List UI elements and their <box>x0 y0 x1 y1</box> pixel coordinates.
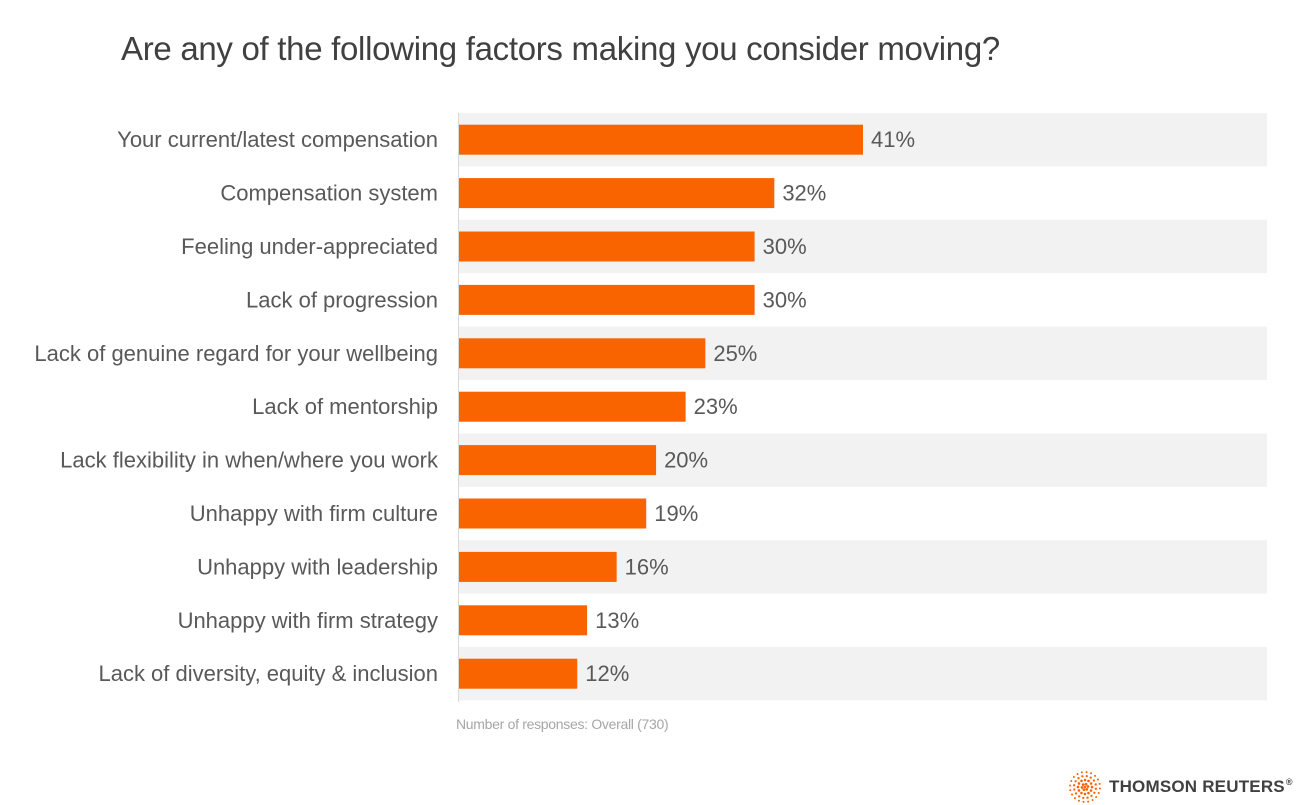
category-label: Lack of progression <box>246 287 438 312</box>
category-label: Lack of mentorship <box>252 394 438 419</box>
logo-dot <box>1078 795 1081 798</box>
logo-dot <box>1087 791 1090 795</box>
category-label: Feeling under-appreciated <box>181 234 438 259</box>
logo-dot <box>1077 799 1080 802</box>
logo-dot <box>1072 775 1075 778</box>
logo-dot <box>1084 782 1088 786</box>
category-label: Lack of genuine regard for your wellbein… <box>34 341 438 366</box>
logo-dot <box>1094 787 1098 790</box>
value-label: 32% <box>782 181 826 206</box>
logo-dot <box>1090 794 1093 798</box>
value-label: 16% <box>625 554 669 579</box>
logo-dot <box>1093 791 1096 794</box>
logo-dot <box>1072 784 1076 787</box>
logo-dot <box>1077 789 1081 792</box>
bar-2 <box>459 178 775 209</box>
logo-dot <box>1082 788 1086 792</box>
logo-dot <box>1085 774 1088 778</box>
logo-dot <box>1089 776 1092 779</box>
logo-dot <box>1083 785 1087 789</box>
logo-dot <box>1074 780 1077 783</box>
logo-dot <box>1070 779 1073 782</box>
logo-dot <box>1071 793 1074 796</box>
logo-dot <box>1077 776 1080 780</box>
value-label: 13% <box>595 608 639 633</box>
logo-dot <box>1085 787 1089 791</box>
bars <box>459 124 863 689</box>
category-label: Your current/latest compensation <box>117 127 438 152</box>
logo-dot <box>1080 771 1083 774</box>
value-label: 20% <box>664 448 708 473</box>
value-labels: 41% 32% 30% 30% 25% 23% 20% 19% 16% 13% 12% <box>585 127 915 686</box>
value-label: 23% <box>694 394 738 419</box>
logo-dot <box>1076 773 1079 776</box>
category-labels: Your current/latest compensation Compensa… <box>34 127 439 686</box>
logo-dot <box>1089 789 1093 792</box>
logo-dot <box>1086 796 1089 799</box>
category-label: Lack flexibility in when/where you work <box>60 448 439 473</box>
logo-dot <box>1098 782 1101 785</box>
value-label: 19% <box>654 501 698 526</box>
value-label: 12% <box>585 661 629 686</box>
bar-11 <box>459 658 578 689</box>
category-label: Compensation system <box>220 181 438 206</box>
bar-5 <box>459 338 706 369</box>
bar-6 <box>459 391 686 422</box>
logo-dot <box>1082 796 1085 800</box>
value-label: 41% <box>871 127 915 152</box>
chart-title: Are any of the following factors making … <box>121 30 1000 67</box>
logo-dot <box>1081 775 1084 778</box>
logo-dot <box>1083 778 1087 782</box>
bar-1 <box>459 124 863 155</box>
logo-dot <box>1098 787 1101 790</box>
category-label: Unhappy with firm strategy <box>178 608 438 633</box>
category-label: Lack of diversity, equity & inclusion <box>98 661 438 686</box>
logo-dot <box>1087 800 1090 803</box>
logo-dot <box>1090 785 1094 789</box>
value-label: 25% <box>713 341 757 366</box>
bar-3 <box>459 231 755 262</box>
logo-dot <box>1095 796 1098 799</box>
logo-dot <box>1094 783 1097 786</box>
value-label: 30% <box>763 234 807 259</box>
logo-dot <box>1087 779 1090 783</box>
logo-dot <box>1080 779 1083 783</box>
logo-dot <box>1077 782 1081 785</box>
logo-dot <box>1073 788 1076 791</box>
logo-dot <box>1097 792 1100 795</box>
category-label: Unhappy with leadership <box>197 554 438 579</box>
source-note: Number of responses: Overall (730) <box>456 716 669 732</box>
bar-7 <box>459 445 657 476</box>
logo-dot <box>1085 771 1088 774</box>
logo-dot <box>1080 786 1084 789</box>
value-label: 30% <box>763 287 807 312</box>
logo-dot <box>1094 774 1097 777</box>
logo-dot <box>1092 779 1096 782</box>
logo-dot <box>1074 792 1078 795</box>
thomson-reuters-dot-sphere-icon <box>1069 771 1101 803</box>
row-band <box>459 647 1267 701</box>
logo-dot <box>1086 785 1090 788</box>
logo-dot <box>1080 791 1083 795</box>
logo-dot <box>1090 772 1093 775</box>
brand-name: THOMSON REUTERS® <box>1109 777 1293 796</box>
logo-dot <box>1073 797 1076 800</box>
logo-dot <box>1096 778 1099 781</box>
logo-dot <box>1091 798 1094 801</box>
logo-dot <box>1069 784 1072 787</box>
logo-dot <box>1076 785 1080 789</box>
logo-dot <box>1083 792 1087 796</box>
category-label: Unhappy with firm culture <box>190 501 438 526</box>
bar-9 <box>459 551 617 582</box>
logo-dot <box>1069 789 1072 792</box>
bar-4 <box>459 284 755 315</box>
bar-10 <box>459 605 588 636</box>
logo-dot <box>1089 782 1093 785</box>
logo-dot <box>1082 800 1085 803</box>
bar-8 <box>459 498 647 529</box>
brand-logo: THOMSON REUTERS® <box>1068 770 1293 804</box>
logo-dot <box>1081 783 1085 787</box>
